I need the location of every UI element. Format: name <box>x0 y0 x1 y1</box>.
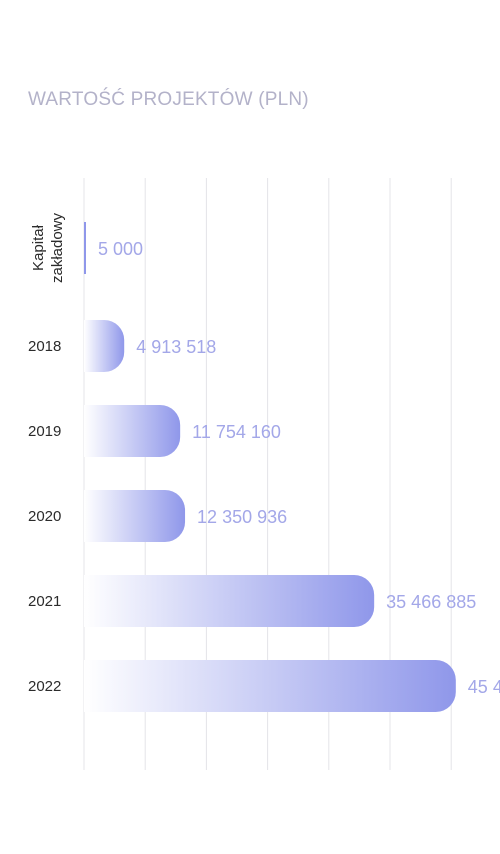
bar-2 <box>84 405 181 457</box>
category-label-1: 2018 <box>28 338 61 355</box>
category-label-line: zakładowy <box>49 212 66 283</box>
value-label-5: 45 444 766 <box>468 677 500 697</box>
bar-1 <box>84 320 125 372</box>
category-label-5: 2022 <box>28 678 61 695</box>
value-label-2: 11 754 160 <box>192 422 281 442</box>
category-label-2: 2019 <box>28 423 61 440</box>
category-label-0: Kapitał zakładowy <box>30 212 66 283</box>
category-label-4: 2021 <box>28 593 61 610</box>
value-label-3: 12 350 936 <box>197 507 287 527</box>
labels: 5 000 Kapitał zakładowy 4 913 518 2018 11 754… <box>28 212 500 697</box>
value-label-4: 35 466 885 <box>386 592 476 612</box>
bar-0 <box>84 222 86 274</box>
value-label-1: 4 913 518 <box>136 337 216 357</box>
bar-3 <box>84 490 186 542</box>
chart-title: WARTOŚĆ PROJEKTÓW (PLN) <box>28 89 309 110</box>
bars <box>84 222 456 712</box>
category-label-line: Kapitał <box>30 224 47 271</box>
bar-4 <box>84 575 375 627</box>
bar-5 <box>84 660 456 712</box>
category-label-3: 2020 <box>28 508 61 525</box>
value-label-0: 5 000 <box>98 239 143 259</box>
